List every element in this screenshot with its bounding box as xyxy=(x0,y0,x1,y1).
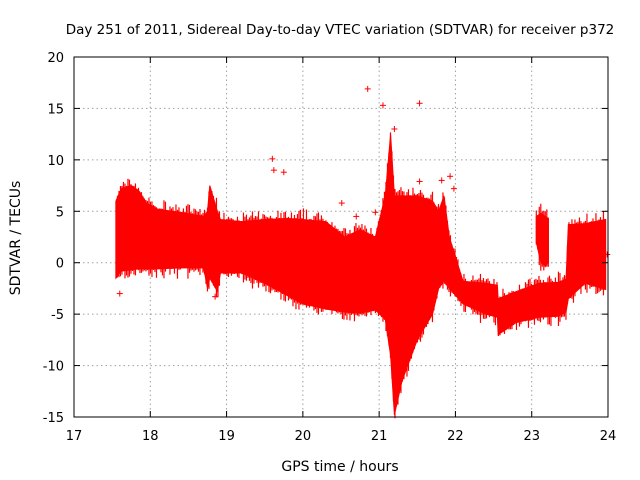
x-tick-label: 21 xyxy=(371,429,388,444)
outlier-point xyxy=(338,200,345,207)
outlier-point xyxy=(116,290,123,297)
outlier-point xyxy=(270,167,277,174)
outlier-point xyxy=(212,293,219,300)
y-tick-label: 15 xyxy=(47,102,64,117)
y-tick-label: 5 xyxy=(56,205,64,220)
chart-title: Day 251 of 2011, Sidereal Day-to-day VTE… xyxy=(66,22,615,38)
outlier-point xyxy=(280,169,287,176)
outlier-point xyxy=(372,209,379,216)
outlier-point xyxy=(416,100,423,107)
outlier-point xyxy=(416,178,423,185)
outlier-point xyxy=(447,173,454,180)
y-tick-label: -5 xyxy=(51,308,64,323)
outlier-point xyxy=(604,251,611,258)
outlier-point xyxy=(364,85,371,92)
outlier-point xyxy=(379,102,386,109)
data-layer xyxy=(115,85,611,419)
x-tick-label: 22 xyxy=(447,429,464,444)
x-tick-label: 23 xyxy=(523,429,540,444)
outlier-point xyxy=(353,213,360,220)
y-tick-label: -15 xyxy=(43,411,64,426)
x-tick-label: 24 xyxy=(600,429,617,444)
y-axis-label: SDTVAR / TECUs xyxy=(8,181,24,296)
x-tick-label: 18 xyxy=(142,429,159,444)
y-tick-label: -10 xyxy=(43,360,64,375)
plot-frame xyxy=(73,56,609,418)
x-tick-label: 17 xyxy=(66,429,83,444)
outlier-point xyxy=(391,126,398,132)
y-tick-label: 20 xyxy=(47,51,64,66)
ticks: 17 18 19 20 21 22 23 24 -15 -10 -5 0 5 10 15 20 xyxy=(43,51,617,444)
outlier-point xyxy=(269,155,276,162)
x-axis-label: GPS time / hours xyxy=(281,459,398,475)
outlier-point xyxy=(450,185,457,192)
x-tick-label: 20 xyxy=(295,429,312,444)
y-tick-label: 0 xyxy=(56,257,64,272)
y-tick-label: 10 xyxy=(47,154,64,169)
outlier-point xyxy=(438,177,445,184)
x-tick-label: 19 xyxy=(218,429,235,444)
